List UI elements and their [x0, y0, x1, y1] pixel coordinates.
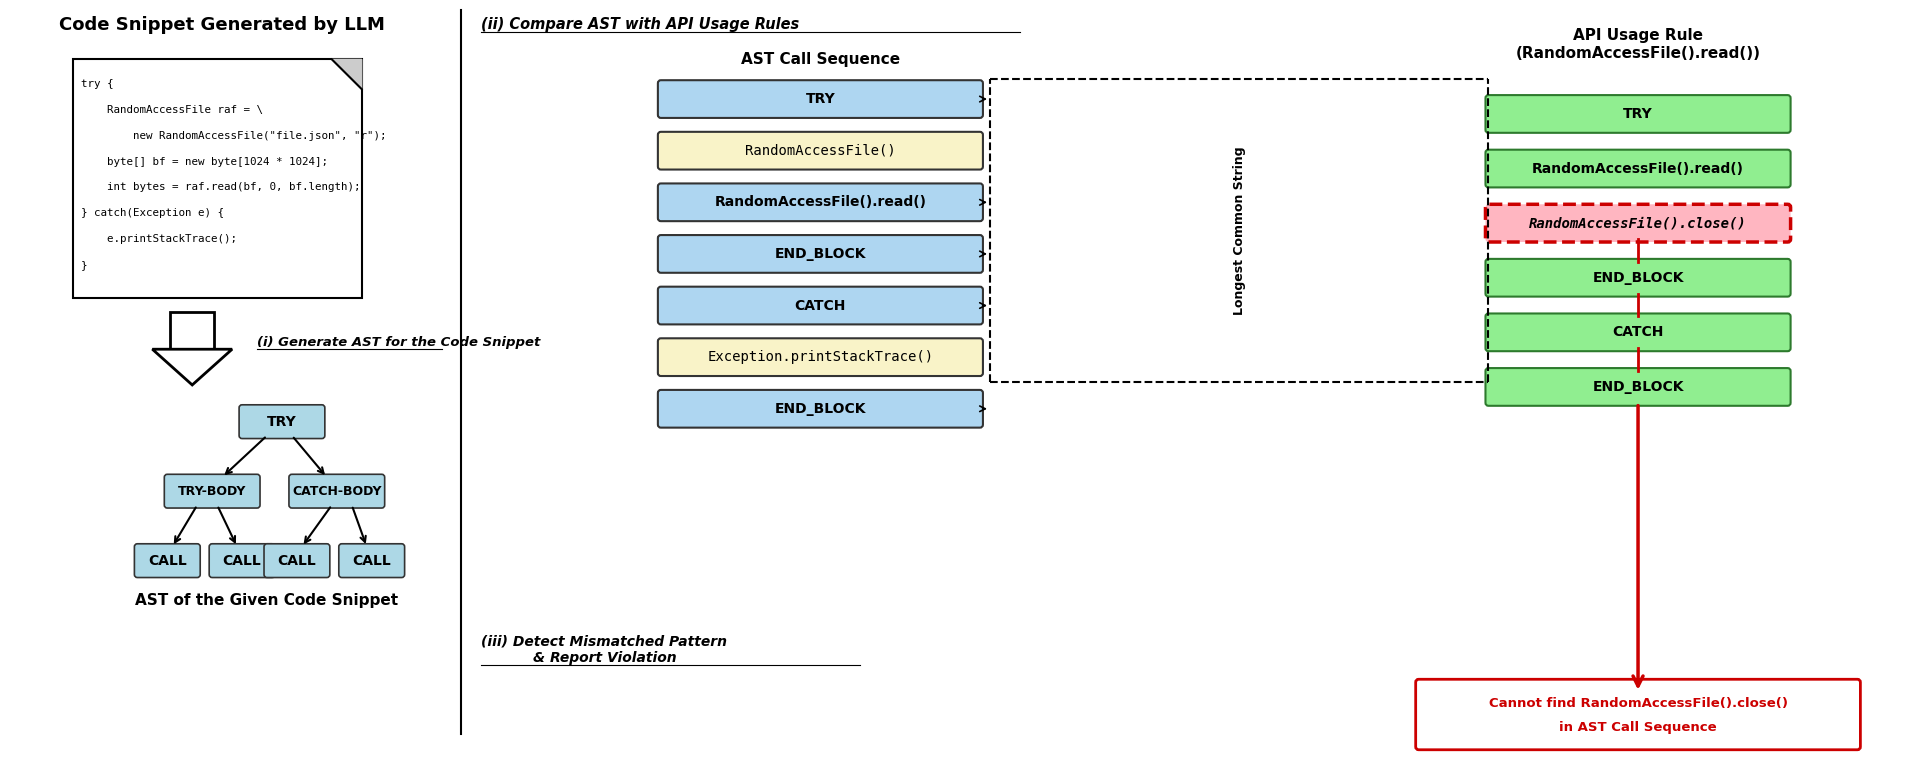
FancyBboxPatch shape: [209, 544, 275, 578]
FancyBboxPatch shape: [338, 544, 405, 578]
Polygon shape: [332, 59, 361, 89]
Polygon shape: [171, 313, 215, 349]
FancyBboxPatch shape: [288, 475, 384, 508]
Text: CALL: CALL: [278, 553, 317, 568]
Polygon shape: [152, 349, 232, 385]
Text: (ii) Compare AST with API Usage Rules: (ii) Compare AST with API Usage Rules: [482, 17, 799, 32]
Text: RandomAccessFile().read(): RandomAccessFile().read(): [1532, 161, 1743, 176]
Text: RandomAccessFile().read(): RandomAccessFile().read(): [714, 195, 927, 209]
FancyBboxPatch shape: [240, 405, 324, 438]
FancyBboxPatch shape: [265, 544, 330, 578]
FancyBboxPatch shape: [1486, 150, 1791, 188]
Text: byte[] bf = new byte[1024 * 1024];: byte[] bf = new byte[1024 * 1024];: [81, 157, 328, 167]
FancyBboxPatch shape: [1486, 313, 1791, 351]
FancyBboxPatch shape: [1486, 368, 1791, 406]
Text: API Usage Rule
(RandomAccessFile().read()): API Usage Rule (RandomAccessFile().read(…: [1515, 28, 1761, 61]
Text: Longest Common String: Longest Common String: [1233, 146, 1246, 315]
FancyBboxPatch shape: [659, 80, 983, 118]
Text: END_BLOCK: END_BLOCK: [1592, 380, 1684, 394]
Text: Code Snippet Generated by LLM: Code Snippet Generated by LLM: [60, 16, 386, 33]
Text: (iii) Detect Mismatched Pattern
& Report Violation: (iii) Detect Mismatched Pattern & Report…: [482, 635, 728, 665]
FancyBboxPatch shape: [165, 475, 259, 508]
Text: Exception.printStackTrace(): Exception.printStackTrace(): [707, 350, 933, 364]
Text: e.printStackTrace();: e.printStackTrace();: [81, 234, 236, 244]
FancyBboxPatch shape: [1486, 204, 1791, 242]
Text: TRY: TRY: [267, 415, 298, 428]
Text: END_BLOCK: END_BLOCK: [1592, 271, 1684, 285]
FancyBboxPatch shape: [1486, 259, 1791, 297]
FancyBboxPatch shape: [1415, 679, 1860, 749]
FancyBboxPatch shape: [659, 132, 983, 170]
Text: CATCH: CATCH: [1613, 326, 1665, 339]
Text: CATCH-BODY: CATCH-BODY: [292, 484, 382, 497]
Text: RandomAccessFile().close(): RandomAccessFile().close(): [1528, 217, 1747, 230]
Text: try {: try {: [81, 79, 113, 89]
FancyBboxPatch shape: [659, 183, 983, 221]
Text: Cannot find RandomAccessFile().close(): Cannot find RandomAccessFile().close(): [1488, 697, 1788, 710]
Text: CALL: CALL: [223, 553, 261, 568]
Text: int bytes = raf.read(bf, 0, bf.length);: int bytes = raf.read(bf, 0, bf.length);: [81, 182, 361, 192]
Text: END_BLOCK: END_BLOCK: [774, 402, 866, 416]
Text: new RandomAccessFile("file.json", "r");: new RandomAccessFile("file.json", "r");: [81, 131, 386, 141]
Text: AST Call Sequence: AST Call Sequence: [741, 52, 900, 67]
Text: CALL: CALL: [353, 553, 392, 568]
Text: AST of the Given Code Snippet: AST of the Given Code Snippet: [136, 593, 399, 608]
FancyBboxPatch shape: [134, 544, 200, 578]
FancyBboxPatch shape: [73, 59, 361, 298]
Text: }: }: [81, 260, 86, 269]
Text: RandomAccessFile raf = \: RandomAccessFile raf = \: [81, 105, 263, 115]
Text: CATCH: CATCH: [795, 298, 847, 313]
Text: (i) Generate AST for the Code Snippet: (i) Generate AST for the Code Snippet: [257, 336, 540, 349]
Text: RandomAccessFile(): RandomAccessFile(): [745, 144, 897, 157]
Text: TRY: TRY: [806, 92, 835, 106]
Text: in AST Call Sequence: in AST Call Sequence: [1559, 721, 1716, 734]
FancyBboxPatch shape: [1486, 95, 1791, 132]
Text: TRY: TRY: [1622, 107, 1653, 121]
Text: TRY-BODY: TRY-BODY: [179, 484, 246, 497]
FancyBboxPatch shape: [659, 338, 983, 376]
FancyBboxPatch shape: [659, 235, 983, 273]
Text: } catch(Exception e) {: } catch(Exception e) {: [81, 208, 223, 218]
Text: CALL: CALL: [148, 553, 186, 568]
Text: END_BLOCK: END_BLOCK: [774, 247, 866, 261]
FancyBboxPatch shape: [659, 390, 983, 428]
FancyBboxPatch shape: [659, 287, 983, 325]
